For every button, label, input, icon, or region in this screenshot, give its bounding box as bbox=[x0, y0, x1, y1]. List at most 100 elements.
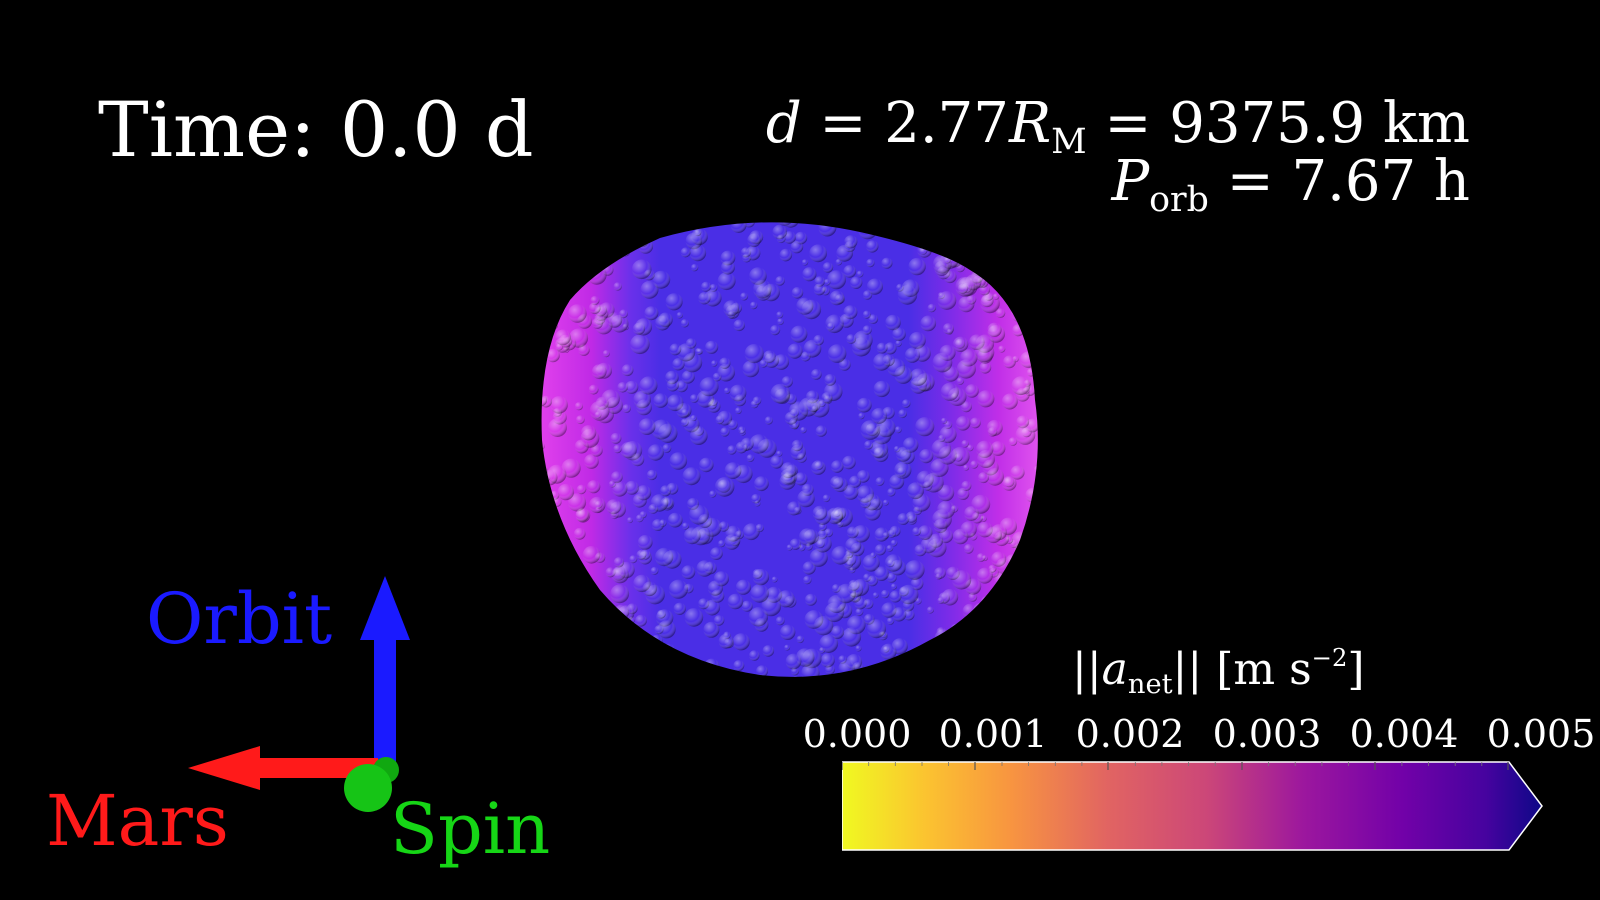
asteroid-particle bbox=[903, 609, 915, 621]
asteroid-particle bbox=[849, 567, 856, 574]
asteroid-particle bbox=[909, 368, 928, 386]
asteroid-particle bbox=[719, 357, 731, 369]
asteroid-particle bbox=[676, 403, 692, 419]
asteroid-particle bbox=[743, 222, 756, 228]
asteroid-particle bbox=[1002, 214, 1008, 220]
asteroid-particle bbox=[575, 415, 585, 425]
asteroid-particle bbox=[885, 314, 901, 331]
asteroid-particle bbox=[724, 534, 740, 550]
asteroid-particle bbox=[785, 653, 802, 670]
asteroid-particle bbox=[983, 271, 991, 279]
asteroid-particle bbox=[705, 340, 719, 354]
asteroid-particle bbox=[630, 222, 645, 233]
period-equals: = bbox=[1226, 149, 1274, 214]
asteroid-particle bbox=[541, 339, 549, 353]
asteroid-particle bbox=[782, 222, 800, 228]
asteroid-particle bbox=[642, 581, 657, 597]
asteroid-particle bbox=[636, 485, 652, 501]
asteroid-particle bbox=[648, 503, 659, 514]
asteroid-particle bbox=[775, 276, 785, 286]
asteroid-particle bbox=[973, 222, 990, 236]
asteroid-particle bbox=[680, 247, 691, 258]
asteroid-particle bbox=[613, 282, 622, 291]
asteroid-particle bbox=[957, 223, 972, 238]
asteroid-particle bbox=[715, 415, 725, 425]
asteroid-particle bbox=[541, 465, 548, 478]
asteroid-particle bbox=[822, 494, 831, 503]
asteroid-particle bbox=[965, 384, 979, 398]
asteroid-particle bbox=[761, 596, 782, 617]
asteroid-particle bbox=[830, 460, 844, 473]
asteroid-particle bbox=[884, 554, 903, 572]
distance-value: 9375.9 km bbox=[1169, 91, 1470, 156]
asteroid-particle bbox=[727, 445, 737, 455]
asteroid-particle bbox=[684, 608, 704, 627]
asteroid-particle bbox=[541, 328, 549, 336]
asteroid-particle bbox=[823, 278, 831, 286]
asteroid-particle bbox=[1000, 589, 1015, 604]
asteroid-particle bbox=[963, 464, 970, 471]
distance-equation: d = 2.77RM = 9375.9 km bbox=[766, 96, 1470, 160]
asteroid-particle bbox=[579, 222, 591, 231]
asteroid-particle bbox=[1034, 465, 1038, 474]
asteroid-particle bbox=[542, 268, 557, 282]
asteroid-particle bbox=[552, 601, 569, 619]
asteroid-particle bbox=[966, 444, 974, 452]
asteroid-particle bbox=[1003, 603, 1022, 623]
asteroid-particle bbox=[827, 322, 835, 331]
asteroid-particle bbox=[852, 662, 864, 674]
asteroid-particle bbox=[972, 602, 993, 623]
asteroid-particle bbox=[895, 340, 902, 347]
asteroid-particle bbox=[594, 500, 603, 509]
colorbar-minor-ticks bbox=[868, 762, 1483, 766]
asteroid-particle bbox=[1022, 260, 1037, 276]
asteroid-particle bbox=[802, 267, 817, 282]
asteroid-particle bbox=[874, 544, 886, 556]
asteroid-particle bbox=[606, 635, 619, 648]
asteroid-particle bbox=[621, 364, 634, 377]
asteroid-particle bbox=[541, 226, 555, 242]
asteroid-particle bbox=[908, 236, 915, 243]
asteroid-particle bbox=[1020, 534, 1031, 545]
asteroid-particle bbox=[689, 244, 707, 262]
asteroid-particle bbox=[956, 377, 965, 385]
asteroid-particle bbox=[740, 292, 749, 301]
asteroid-particle bbox=[853, 330, 873, 351]
asteroid-particle bbox=[886, 617, 895, 625]
asteroid-particle bbox=[762, 645, 775, 657]
asteroid-particle bbox=[635, 614, 647, 627]
asteroid-particle bbox=[541, 469, 558, 486]
asteroid-particle bbox=[927, 538, 947, 558]
asteroid-particle bbox=[577, 231, 588, 242]
asteroid-particle bbox=[1027, 591, 1036, 601]
asteroid-particle bbox=[969, 644, 981, 655]
asteroid-particle bbox=[754, 476, 769, 492]
distance-equals-1: = bbox=[819, 91, 867, 156]
asteroid-particle bbox=[675, 380, 688, 393]
asteroid-particle bbox=[946, 328, 953, 335]
asteroid-particle bbox=[874, 527, 889, 542]
asteroid-particle bbox=[649, 657, 669, 676]
asteroid-particle bbox=[1031, 532, 1038, 545]
asteroid-particle bbox=[553, 595, 573, 615]
asteroid-particle bbox=[962, 603, 978, 619]
asteroid-particle bbox=[591, 251, 598, 258]
asteroid-particle bbox=[742, 360, 760, 378]
asteroid-particle bbox=[949, 230, 959, 240]
asteroid-particle bbox=[1022, 387, 1030, 395]
asteroid-particle bbox=[597, 242, 605, 250]
asteroid-particle bbox=[770, 325, 781, 336]
asteroid-particle bbox=[941, 417, 948, 424]
asteroid-particle bbox=[659, 519, 667, 527]
asteroid-particle bbox=[787, 343, 803, 359]
asteroid-particle bbox=[632, 322, 646, 335]
asteroid-particle bbox=[711, 360, 718, 367]
asteroid-particle bbox=[794, 472, 808, 486]
colorbar-tick-label: 0.002 bbox=[1075, 712, 1185, 756]
asteroid-particle bbox=[965, 634, 981, 651]
asteroid-particle bbox=[1026, 368, 1035, 377]
unit-close: ] bbox=[1347, 644, 1365, 696]
asteroid-particle bbox=[762, 283, 780, 302]
asteroid-particle bbox=[814, 461, 824, 470]
